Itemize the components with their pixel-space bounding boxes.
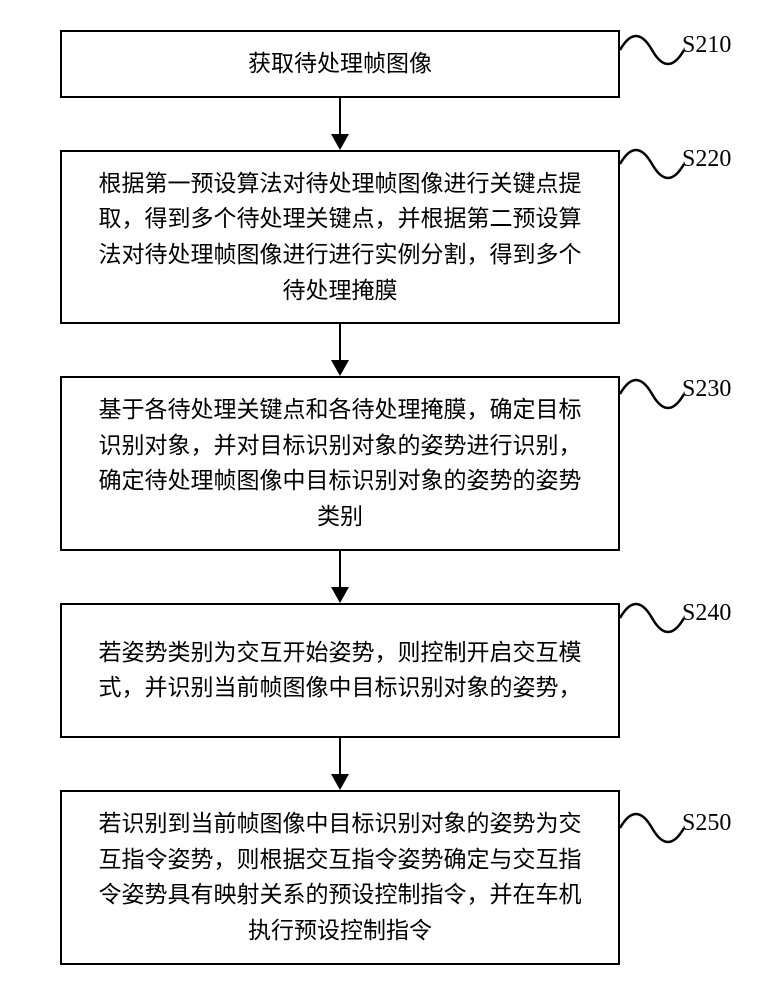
arrow-3 <box>339 551 342 603</box>
node-text: 根据第一预设算法对待处理帧图像进行关键点提取，得到多个待处理关键点，并根据第二预… <box>99 171 582 303</box>
step-label-s230: S230 <box>682 376 731 403</box>
arrow-shaft <box>339 551 342 591</box>
connector-curve-icon <box>618 806 688 854</box>
connector-curve-icon <box>618 372 688 420</box>
node-text: 若识别到当前帧图像中目标识别对象的姿势为交互指令姿势，则根据交互指令姿势确定与交… <box>99 811 582 943</box>
step-label-s210: S210 <box>682 32 731 59</box>
node-text: 基于各待处理关键点和各待处理掩膜，确定目标识别对象，并对目标识别对象的姿势进行识… <box>99 397 582 529</box>
connector-curve-icon <box>618 596 688 644</box>
flow-node-4: 若姿势类别为交互开始姿势，则控制开启交互模式，并识别当前帧图像中目标识别对象的姿… <box>60 603 620 738</box>
arrow-4 <box>339 738 342 790</box>
flow-node-5: 若识别到当前帧图像中目标识别对象的姿势为交互指令姿势，则根据交互指令姿势确定与交… <box>60 790 620 965</box>
arrow-head-icon <box>331 360 349 376</box>
flowchart-container: 获取待处理帧图像 根据第一预设算法对待处理帧图像进行关键点提取，得到多个待处理关… <box>60 30 620 965</box>
node-text: 获取待处理帧图像 <box>248 51 432 76</box>
flow-node-3: 基于各待处理关键点和各待处理掩膜，确定目标识别对象，并对目标识别对象的姿势进行识… <box>60 376 620 551</box>
connector-curve-icon <box>618 28 688 76</box>
arrow-head-icon <box>331 587 349 603</box>
arrow-1 <box>339 98 342 150</box>
flow-node-1: 获取待处理帧图像 <box>60 30 620 98</box>
step-label-s250: S250 <box>682 810 731 837</box>
arrow-2 <box>339 324 342 376</box>
step-label-s240: S240 <box>682 600 731 627</box>
arrow-shaft <box>339 98 342 138</box>
arrow-head-icon <box>331 774 349 790</box>
step-label-s220: S220 <box>682 146 731 173</box>
arrow-shaft <box>339 324 342 364</box>
arrow-shaft <box>339 738 342 778</box>
arrow-head-icon <box>331 134 349 150</box>
node-text: 若姿势类别为交互开始姿势，则控制开启交互模式，并识别当前帧图像中目标识别对象的姿… <box>99 640 582 701</box>
flow-node-2: 根据第一预设算法对待处理帧图像进行关键点提取，得到多个待处理关键点，并根据第二预… <box>60 150 620 325</box>
connector-curve-icon <box>618 142 688 190</box>
